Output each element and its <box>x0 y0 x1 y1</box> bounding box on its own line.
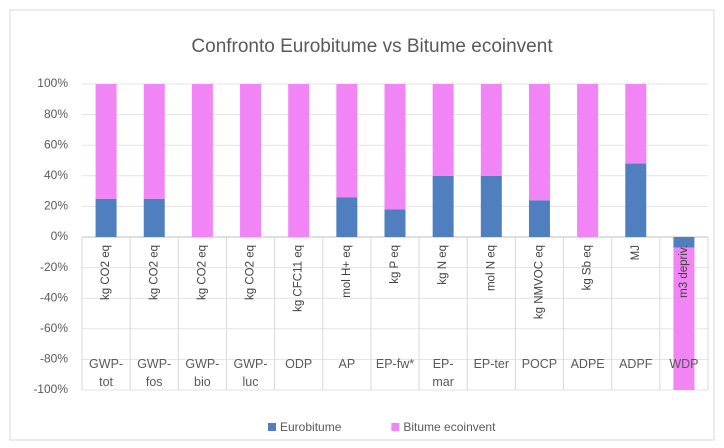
bar-segment <box>143 84 165 199</box>
unit-label: kg CO2 eq <box>196 245 208 300</box>
legend-label: Bitume ecoinvent <box>403 420 496 434</box>
bar-segment <box>673 247 695 390</box>
x-tick-label: GWP-bio <box>185 357 220 389</box>
bar-segment <box>673 237 695 248</box>
x-tick-label: WDP <box>669 357 699 371</box>
y-tick-label: 0% <box>51 229 69 243</box>
x-tick-label: ODP <box>285 357 313 371</box>
bar-segment <box>577 84 599 237</box>
x-tick-label: GWP-luc <box>233 357 268 389</box>
legend-swatch <box>268 423 276 431</box>
y-tick-label: -100% <box>33 382 68 396</box>
bar-segment <box>625 84 647 164</box>
y-tick-label: -60% <box>40 321 68 335</box>
unit-label: mol H+ eq <box>341 245 353 298</box>
x-tick-label: GWP-fos <box>137 357 172 389</box>
bar-segment <box>95 198 117 237</box>
chart-title: Confronto Eurobitume vs Bitume ecoinvent <box>191 36 553 57</box>
unit-label: m3 depriv. <box>678 245 690 298</box>
x-tick-label: POCP <box>521 357 558 371</box>
y-tick-label: -40% <box>40 290 68 304</box>
legend-label: Eurobitume <box>280 420 342 434</box>
bar-segment <box>384 84 406 210</box>
unit-label: kg CO2 eq <box>148 245 160 300</box>
unit-label: kg P eq <box>389 245 401 284</box>
unit-label: mol N eq <box>485 245 497 291</box>
x-tick-label: ADPF <box>619 357 653 371</box>
bar-segment <box>336 197 358 237</box>
unit-label: kg NMVOC eq <box>533 245 545 319</box>
unit-label: kg N eq <box>437 245 449 285</box>
x-tick-label: EP-ter <box>473 357 509 371</box>
x-tick-label: ADPE <box>570 357 605 371</box>
y-tick-label: 80% <box>44 107 68 121</box>
x-tick-label: AP <box>338 357 356 371</box>
unit-label: kg CFC11 eq <box>293 245 305 312</box>
legend-swatch <box>391 423 400 431</box>
y-tick-label: -20% <box>40 260 68 274</box>
bar-segment <box>336 84 358 198</box>
bar-segment <box>480 175 502 237</box>
bar-segment <box>480 84 502 176</box>
x-tick-label: EP-mar <box>432 357 454 389</box>
bar-segment <box>384 209 406 237</box>
y-tick-label: 20% <box>44 199 68 213</box>
bar-segment <box>143 198 165 237</box>
unit-label: kg Sb eq <box>582 245 594 290</box>
bar-segment <box>432 175 454 237</box>
bar-segment <box>528 200 550 237</box>
unit-label: MJ <box>630 245 642 260</box>
x-tick-label: GWP-tot <box>89 357 124 389</box>
bar-segment <box>288 84 310 237</box>
bar-segment <box>432 84 454 176</box>
bar-segment <box>95 84 117 199</box>
unit-label: kg CO2 eq <box>100 245 112 300</box>
bar-segment <box>625 163 647 237</box>
y-tick-label: 60% <box>44 137 68 151</box>
y-tick-label: -80% <box>40 352 68 366</box>
y-tick-label: 100% <box>37 76 68 90</box>
x-tick-label: EP-fw* <box>375 357 415 371</box>
bar-segment <box>528 84 550 201</box>
bar-segment <box>240 84 262 237</box>
bar-segment <box>191 84 213 237</box>
y-tick-label: 40% <box>44 168 68 182</box>
unit-label: kg CO2 eq <box>245 245 257 300</box>
